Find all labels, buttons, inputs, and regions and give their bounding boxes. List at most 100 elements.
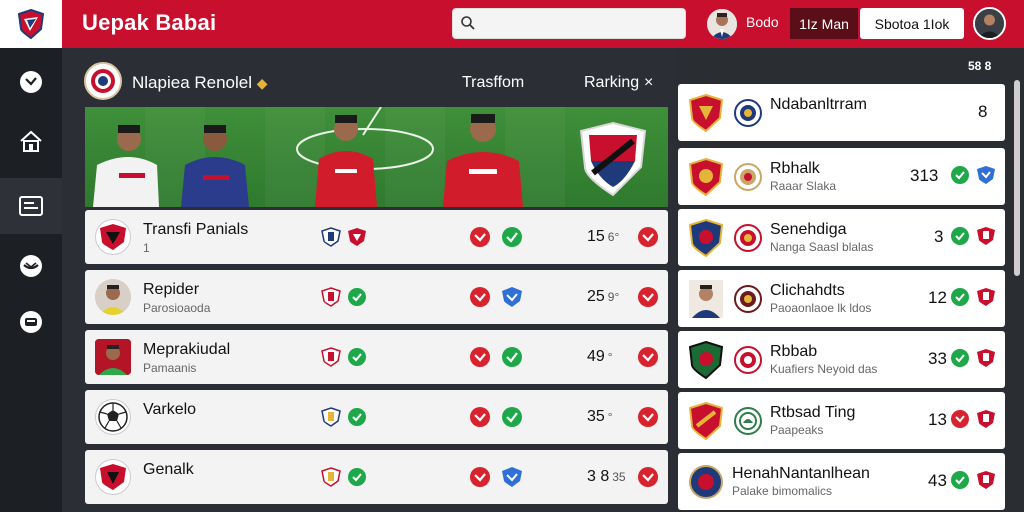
search-icon — [461, 16, 475, 30]
card-sub: Raaar Slaka — [770, 179, 837, 193]
shield-small-icon — [321, 287, 341, 307]
handshake-icon — [20, 255, 42, 277]
reject-icon[interactable] — [950, 409, 970, 429]
club-badge[interactable] — [84, 62, 122, 100]
accept-icon[interactable] — [501, 406, 523, 428]
sidebar-item-transfers[interactable] — [0, 178, 62, 234]
shield-red-icon[interactable] — [976, 287, 996, 307]
club-crest-icon — [91, 69, 115, 93]
team-crest — [688, 93, 724, 133]
top-nav-link[interactable]: Bodo — [746, 14, 779, 30]
check-green-icon[interactable] — [950, 348, 970, 368]
app-logo[interactable] — [0, 0, 62, 48]
ranking-card[interactable]: HenahNantanlhean Palake bimomalics 43 — [678, 453, 1005, 510]
row-avatar — [95, 339, 131, 375]
user-avatar[interactable] — [707, 9, 737, 39]
check-green-icon[interactable] — [950, 470, 970, 490]
crest-icon — [100, 464, 126, 490]
info-blue-icon[interactable] — [501, 466, 523, 488]
check-green-icon — [348, 288, 366, 306]
info-blue-icon[interactable] — [501, 286, 523, 308]
row-score-small: 9° — [607, 290, 620, 304]
sidebar-item-matches[interactable] — [0, 238, 62, 294]
action-icon[interactable] — [637, 226, 659, 248]
ranking-card[interactable]: Rbhalk Raaar Slaka 313 — [678, 148, 1005, 205]
list-item[interactable]: Genalk 3 8 35 — [85, 450, 668, 504]
card-sub: Nanga Saasl blalas — [770, 240, 874, 254]
card-name: Ndabanltrram — [770, 96, 867, 113]
player-photo-icon — [689, 280, 723, 318]
shield-red-icon[interactable] — [976, 409, 996, 429]
shield-red-icon[interactable] — [976, 470, 996, 490]
row-score-value: 35 — [587, 408, 605, 425]
row-sub: Parosioaoda — [143, 301, 211, 315]
shield-small-icon — [321, 227, 341, 247]
ranking-card[interactable]: Rbbab Kuafiers Neyoid das 33 — [678, 331, 1005, 388]
reject-icon[interactable] — [469, 286, 491, 308]
crest-icon — [689, 94, 723, 132]
row-avatar — [95, 459, 131, 495]
shield-small-icon — [321, 467, 341, 487]
ranking-card[interactable]: Clichahdts Paoaonlaoe lk ldos 12 — [678, 270, 1005, 327]
action-icon[interactable] — [637, 466, 659, 488]
team-crest — [688, 401, 724, 441]
reject-icon[interactable] — [469, 346, 491, 368]
card-value: 43 — [928, 471, 947, 490]
logo-icon — [740, 352, 756, 368]
close-icon[interactable]: × — [644, 74, 654, 91]
top-dark-button[interactable]: 1Iz Man — [790, 8, 858, 39]
card-value: 8 — [978, 102, 988, 121]
scrollbar[interactable] — [1014, 80, 1020, 276]
card-sub: Palake bimomalics — [732, 484, 833, 498]
player-photo-icon — [95, 339, 131, 375]
crest-icon — [100, 224, 126, 250]
team-shield-icon — [579, 121, 647, 197]
brand-title: Uepak Babai — [82, 10, 217, 35]
row-score-value: 49 — [587, 348, 605, 365]
check-green-icon[interactable] — [950, 287, 970, 307]
action-icon[interactable] — [637, 286, 659, 308]
info-blue-icon[interactable] — [976, 165, 996, 185]
sidebar — [0, 48, 62, 512]
reject-icon[interactable] — [469, 466, 491, 488]
check-green-icon[interactable] — [950, 226, 970, 246]
main-header: Nlapiea Renolel ◆ Trasffom Rarking × — [84, 62, 668, 104]
tab-transfers[interactable]: Trasffom — [462, 74, 525, 91]
ranking-header: 58 8 — [968, 59, 992, 73]
shield-red-icon[interactable] — [976, 226, 996, 246]
sidebar-item-dashboard[interactable] — [0, 54, 62, 110]
row-score: 49 ° — [587, 348, 613, 366]
sidebar-item-chat[interactable] — [0, 294, 62, 350]
check-green-icon[interactable] — [950, 165, 970, 185]
action-icon[interactable] — [637, 346, 659, 368]
tab-ranking[interactable]: Rarking — [584, 74, 640, 91]
profile-avatar[interactable] — [973, 7, 1006, 40]
list-item[interactable]: Repider Parosioaoda 25 9° — [85, 270, 668, 324]
card-sub: Paoaonlaoe lk ldos — [770, 301, 872, 315]
trophy-icon: ◆ — [256, 75, 268, 91]
check-green-icon — [348, 468, 366, 486]
player-photo-icon — [95, 279, 131, 315]
crest-icon — [689, 465, 723, 499]
row-score: 15 6° — [587, 228, 619, 246]
search-input[interactable] — [479, 13, 679, 35]
reject-icon[interactable] — [469, 226, 491, 248]
list-item[interactable]: Transfi Panials 1 15 6° — [85, 210, 668, 264]
search-box[interactable] — [452, 8, 686, 39]
top-white-button[interactable]: Sbotoa 1Iok — [860, 8, 964, 39]
sidebar-item-club[interactable] — [0, 114, 62, 170]
accept-icon[interactable] — [501, 226, 523, 248]
shield-red-icon[interactable] — [976, 348, 996, 368]
row-avatar — [95, 399, 131, 435]
ranking-card[interactable]: Rtbsad Ting Paapeaks 13 — [678, 392, 1005, 449]
ranking-card[interactable]: Ndabanltrram 8 — [678, 84, 1005, 141]
reject-icon[interactable] — [469, 406, 491, 428]
list-item[interactable]: Meprakiudal Pamaanis 49 ° — [85, 330, 668, 384]
card-value: 13 — [928, 410, 947, 429]
list-item[interactable]: Varkelo 35 ° — [85, 390, 668, 444]
ranking-card[interactable]: Senehdiga Nanga Saasl blalas 3 — [678, 209, 1005, 266]
card-value: 313 — [910, 166, 939, 185]
action-icon[interactable] — [637, 406, 659, 428]
row-name: Transfi Panials — [143, 221, 249, 238]
accept-icon[interactable] — [501, 346, 523, 368]
